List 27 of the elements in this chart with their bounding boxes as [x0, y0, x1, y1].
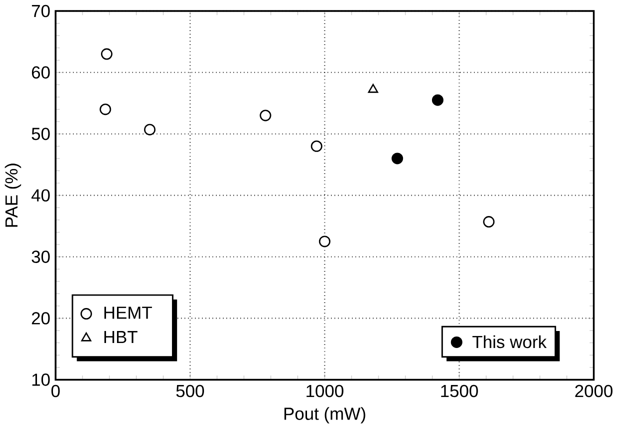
point [144, 124, 156, 136]
x-tick-label: 0 [51, 384, 60, 398]
point [368, 84, 378, 93]
point [100, 48, 112, 60]
x-tick-label: 1000 [306, 384, 344, 398]
y-tick-label: 60 [32, 66, 50, 79]
point [392, 152, 404, 164]
point [318, 236, 330, 248]
x-tick-label: 2000 [575, 384, 612, 398]
y-tick-label: 10 [32, 373, 50, 386]
legend-label: HBT [104, 330, 138, 343]
legend-label: This work [472, 335, 547, 348]
point [260, 110, 272, 122]
y-tick-label: 20 [32, 312, 50, 324]
y-tick-label: 40 [31, 189, 50, 202]
point [432, 94, 444, 106]
point [310, 140, 322, 152]
legend-label: HEMT [104, 306, 152, 319]
y-tick-label: 50 [32, 128, 50, 140]
x-axis-title: Pout (mW) [284, 407, 366, 424]
point [483, 216, 495, 228]
point [100, 103, 112, 115]
y-axis-title: PAE (%) [4, 164, 22, 227]
x-tick-label: 1500 [441, 384, 478, 398]
y-tick-label: 30 [32, 250, 50, 263]
y-tick-label: 70 [32, 4, 50, 18]
x-tick-label: 500 [176, 384, 204, 398]
